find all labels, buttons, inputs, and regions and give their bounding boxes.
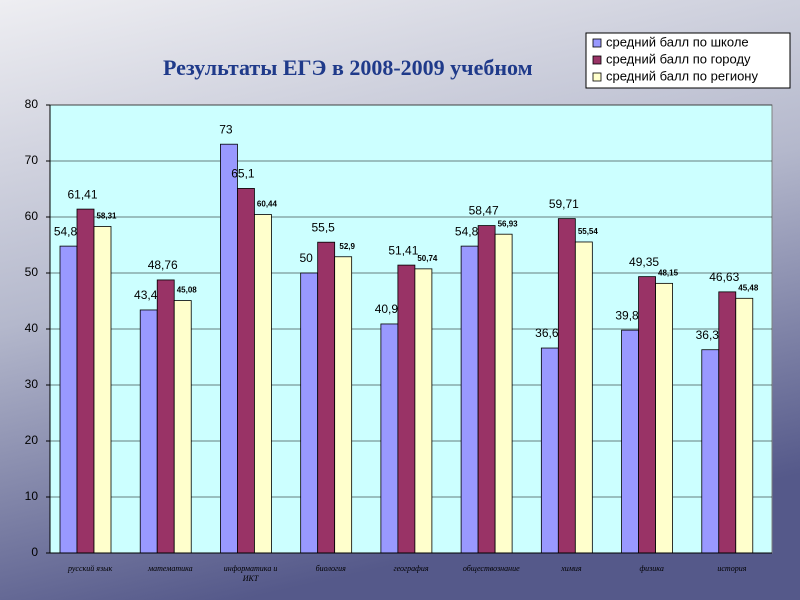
bar [621,329,639,554]
bar [93,226,112,554]
value-label: 39,8 [615,308,639,322]
value-label: 61,41 [67,187,97,201]
bar [397,264,416,554]
value-label: 59,71 [549,197,579,211]
bar [574,241,593,554]
value-label: 55,5 [311,220,335,234]
legend-label: средний балл по городу [606,51,751,66]
value-label: 43,4 [134,288,158,302]
legend-swatch [592,72,602,82]
y-tick-label: 50 [25,265,39,279]
value-label: 49,35 [629,255,659,269]
value-label: 60,44 [257,200,278,209]
bar [477,225,496,554]
value-label: 58,31 [96,212,117,221]
x-tick-label: история [717,564,746,573]
bar [494,233,513,554]
value-label: 45,08 [177,286,198,295]
bar [139,309,158,554]
value-label: 40,9 [375,302,399,316]
x-tick-label: обществознание [463,564,520,573]
value-label: 51,41 [388,243,418,257]
legend-box [585,32,791,89]
y-tick-label: 10 [25,489,39,503]
legend-swatch [592,55,602,65]
y-tick-label: 70 [25,153,39,167]
bar [334,256,353,554]
x-tick-label: физика [639,564,663,573]
bar [317,241,336,554]
legend-label: средний балл по региону [606,68,758,83]
x-tick-label: биология [316,564,347,573]
legend-label: средний балл по школе [606,34,749,49]
value-label: 48,76 [148,258,178,272]
value-label: 50 [299,251,313,265]
y-tick-label: 40 [25,321,39,335]
bar [254,214,272,554]
value-label: 46,63 [709,270,739,284]
bar [414,268,433,554]
x-tick-label: химия [560,564,582,573]
bar [156,279,175,554]
bar [701,349,720,554]
bar [59,245,78,554]
y-tick-label: 60 [25,209,39,223]
value-label: 54,8 [54,224,78,238]
y-tick-label: 80 [25,97,39,111]
x-tick-label: русский язык [67,564,113,573]
y-tick-label: 30 [25,377,39,391]
bar [638,276,656,554]
bar [460,245,479,554]
value-label: 56,93 [498,219,519,228]
y-tick-label: 0 [31,545,38,559]
value-label: 58,47 [469,204,499,218]
bar [173,300,192,554]
value-label: 50,74 [417,254,438,263]
value-label: 52,9 [339,242,355,251]
value-label: 54,8 [455,224,479,238]
value-label: 36,3 [696,328,720,342]
bar [237,188,255,554]
chart-title: Результаты ЕГЭ в 2008-2009 учебном [163,55,533,80]
bar [220,143,238,554]
x-tick-label: информатика и ИКТ [224,564,278,583]
value-label: 45,48 [738,283,759,292]
value-label: 36,6 [535,326,559,340]
x-tick-label: математика [147,564,193,573]
x-tick-label: география [393,564,428,573]
bar [655,282,673,554]
legend-swatch [592,38,602,48]
bar [300,272,319,554]
value-label: 48,15 [658,268,679,277]
value-label: 73 [219,122,233,136]
bar [557,218,576,554]
bar [540,347,559,554]
bar [380,323,399,554]
bar [76,208,95,554]
value-label: 65,1 [231,167,255,181]
bar [718,291,737,554]
bar [735,297,754,554]
y-tick-label: 20 [25,433,39,447]
value-label: 55,54 [578,227,599,236]
